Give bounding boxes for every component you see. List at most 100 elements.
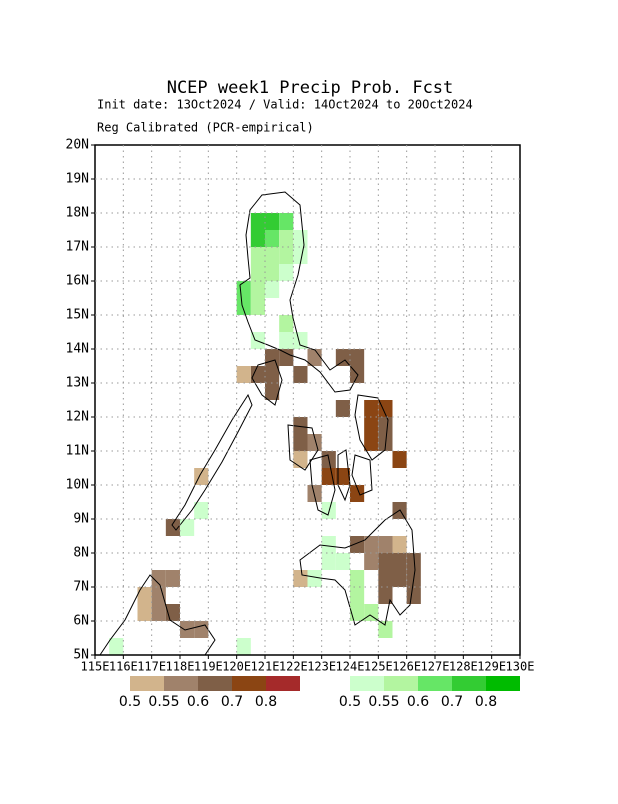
grid-cell <box>364 553 379 570</box>
grid-cell <box>378 553 393 570</box>
y-tick-label: 14N <box>66 342 89 357</box>
grid-cell <box>236 366 251 383</box>
grid-cell <box>137 587 152 604</box>
y-tick-label: 8N <box>73 546 89 561</box>
subtitle: Reg Calibrated (PCR-empirical) <box>97 121 314 135</box>
colorbar-label: 0.7 <box>441 694 463 710</box>
grid-cell <box>293 366 308 383</box>
x-tick-label: 124E <box>336 660 365 674</box>
colorbar-swatch <box>164 676 198 691</box>
grid-cell <box>137 604 152 621</box>
colorbar-label: 0.55 <box>148 694 179 710</box>
grid-cell <box>307 570 322 587</box>
y-tick-label: 19N <box>66 172 89 187</box>
y-tick-label: 12N <box>66 410 89 425</box>
x-tick-label: 130E <box>506 660 535 674</box>
grid-cell <box>250 264 265 281</box>
grid-cell <box>406 553 421 570</box>
grid-cell <box>279 230 294 247</box>
grid-cell <box>250 281 265 298</box>
grid-cell <box>392 570 407 587</box>
colorbar-swatch <box>418 676 452 691</box>
grid-cell <box>350 536 365 553</box>
grid-cell <box>406 587 421 604</box>
y-tick-label: 10N <box>66 478 89 493</box>
grid-cell <box>293 451 308 468</box>
x-tick-label: 126E <box>392 660 421 674</box>
grid-cell <box>236 638 251 655</box>
grid-cell <box>109 638 124 655</box>
colorbar-label: 0.55 <box>368 694 399 710</box>
colorbars: 0.5 0.55 0.6 0.7 0.8 0.5 0.55 0.6 0.7 0.8 <box>119 676 520 710</box>
grid-cell <box>265 264 280 281</box>
grid-cell <box>279 213 294 230</box>
grid-cell <box>250 230 265 247</box>
x-tick-label: 115E <box>81 660 110 674</box>
grid-cell <box>250 298 265 315</box>
grid-cell <box>378 400 393 417</box>
grid-cell <box>378 621 393 638</box>
grid-cell <box>392 536 407 553</box>
grid-cell <box>350 604 365 621</box>
x-tick-label: 125E <box>364 660 393 674</box>
y-tick-label: 7N <box>73 580 89 595</box>
grid-cell <box>350 570 365 587</box>
x-tick-label: 119E <box>194 660 223 674</box>
grid-cell <box>279 264 294 281</box>
grid-cell <box>151 587 166 604</box>
grid-cell <box>265 247 280 264</box>
x-tick-label: 120E <box>222 660 251 674</box>
samar <box>354 394 389 461</box>
cells <box>109 213 421 655</box>
grid-cell <box>364 536 379 553</box>
y-tick-label: 9N <box>73 512 89 527</box>
luzon <box>239 191 359 393</box>
grid-cell <box>194 468 209 485</box>
grid-cell <box>392 553 407 570</box>
grid-cell <box>194 621 209 638</box>
grid-cell <box>279 349 294 366</box>
grid-cell <box>194 502 209 519</box>
grid-cell <box>250 332 265 349</box>
grid-cell <box>279 247 294 264</box>
negros-cebu <box>309 449 351 516</box>
mindanao <box>299 509 416 626</box>
leyte <box>351 454 373 496</box>
grid-cell <box>335 400 350 417</box>
colorbar-label: 0.5 <box>119 694 141 710</box>
colorbar-swatch <box>452 676 486 691</box>
grid-cell <box>293 332 308 349</box>
palawan <box>171 393 253 531</box>
x-tick-label: 127E <box>421 660 450 674</box>
grid-cell <box>250 213 265 230</box>
grid-cell <box>350 349 365 366</box>
colorbar-swatch <box>350 676 384 691</box>
grid-cell <box>265 349 280 366</box>
x-tick-label: 123E <box>307 660 336 674</box>
mindoro <box>251 359 283 406</box>
grid-cell <box>378 417 393 434</box>
map-title: NCEP week1 Precip Prob. Fcst <box>167 78 454 98</box>
grid-cell <box>307 434 322 451</box>
grid-cell <box>250 366 265 383</box>
grid-cell <box>335 468 350 485</box>
colorbar-label: 0.6 <box>407 694 429 710</box>
grid-cell <box>293 247 308 264</box>
grid-cell <box>307 485 322 502</box>
grid-cell <box>350 587 365 604</box>
grid-cell <box>265 213 280 230</box>
grid-cell <box>236 281 251 298</box>
colorbar-swatch <box>486 676 520 691</box>
x-tick-label: 129E <box>477 660 506 674</box>
grid-cell <box>364 434 379 451</box>
colorbar-swatch <box>130 676 164 691</box>
grid-cell <box>293 230 308 247</box>
colorbar-swatch <box>266 676 300 691</box>
x-tick-label: 116E <box>109 660 138 674</box>
grid-cell <box>265 281 280 298</box>
grid-cell <box>350 485 365 502</box>
y-tick-label: 17N <box>66 240 89 255</box>
y-tick-label: 18N <box>66 206 89 221</box>
y-tick-label: 15N <box>66 308 89 323</box>
